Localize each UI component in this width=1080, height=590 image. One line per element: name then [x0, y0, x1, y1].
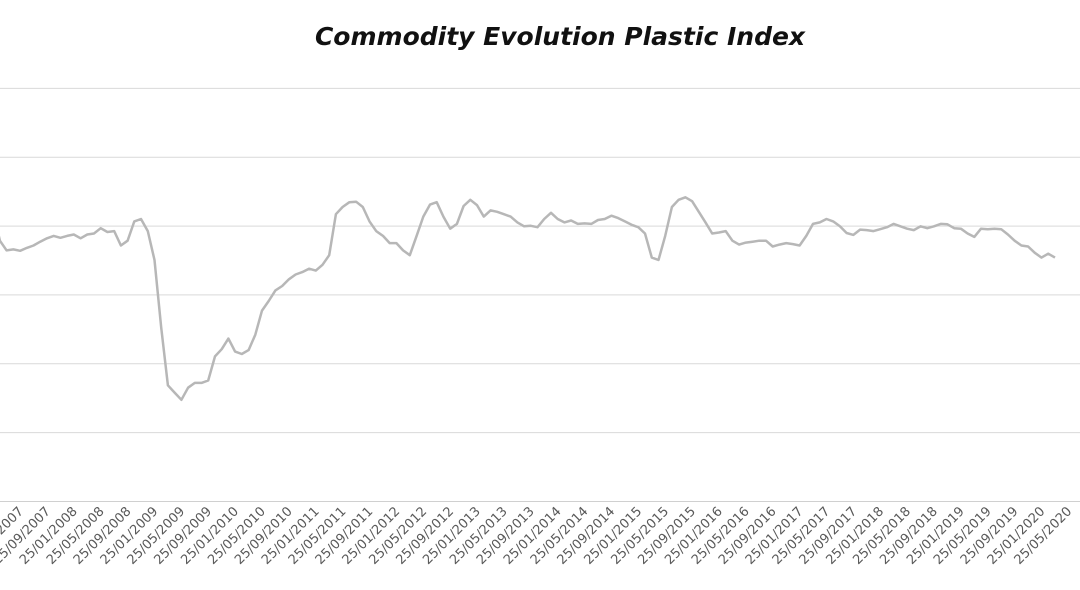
chart-title: Commodity Evolution Plastic Index: [314, 22, 806, 51]
series-line: [0, 196, 1056, 402]
